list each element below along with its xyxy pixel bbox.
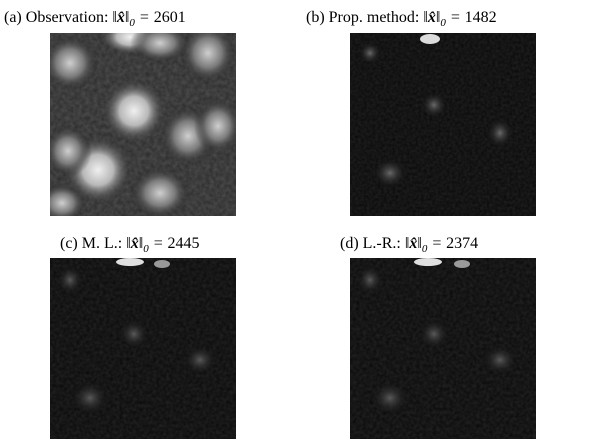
panel-a-norm: ‖x̂‖0 = bbox=[112, 9, 154, 30]
panel-b-caption: (b) Prop. method: ‖x̂‖0 = 1482 bbox=[306, 8, 497, 33]
panel-b-label: (b) Prop. method: bbox=[306, 9, 420, 26]
panel-a-value: 2601 bbox=[153, 9, 186, 26]
panel-c-image bbox=[50, 258, 236, 439]
panel-b-norm: ‖x̂‖0 = bbox=[423, 9, 465, 30]
panel-b-value: 1482 bbox=[464, 9, 497, 26]
panel-d-value: 2374 bbox=[446, 235, 479, 252]
panel-d-label: (d) L.-R.: bbox=[340, 235, 401, 252]
panel-c-label: (c) M. L.: bbox=[60, 235, 123, 252]
panel-c-value: 2445 bbox=[167, 235, 200, 252]
panel-c-caption: (c) M. L.: ‖x̂‖0 = 2445 bbox=[60, 234, 200, 259]
panel-c-norm: ‖x̂‖0 = bbox=[126, 235, 168, 256]
panel-a-image bbox=[50, 33, 236, 216]
panel-a-label: (a) Observation: bbox=[4, 9, 109, 26]
panel-d-image bbox=[350, 258, 536, 439]
panel-b-image bbox=[350, 33, 536, 216]
panel-a-caption: (a) Observation: ‖x̂‖0 = 2601 bbox=[4, 8, 186, 33]
panel-d-norm: ‖x̂‖0 = bbox=[404, 235, 447, 256]
panel-d-caption: (d) L.-R.: ‖x̂‖0 = 2374 bbox=[340, 234, 478, 259]
